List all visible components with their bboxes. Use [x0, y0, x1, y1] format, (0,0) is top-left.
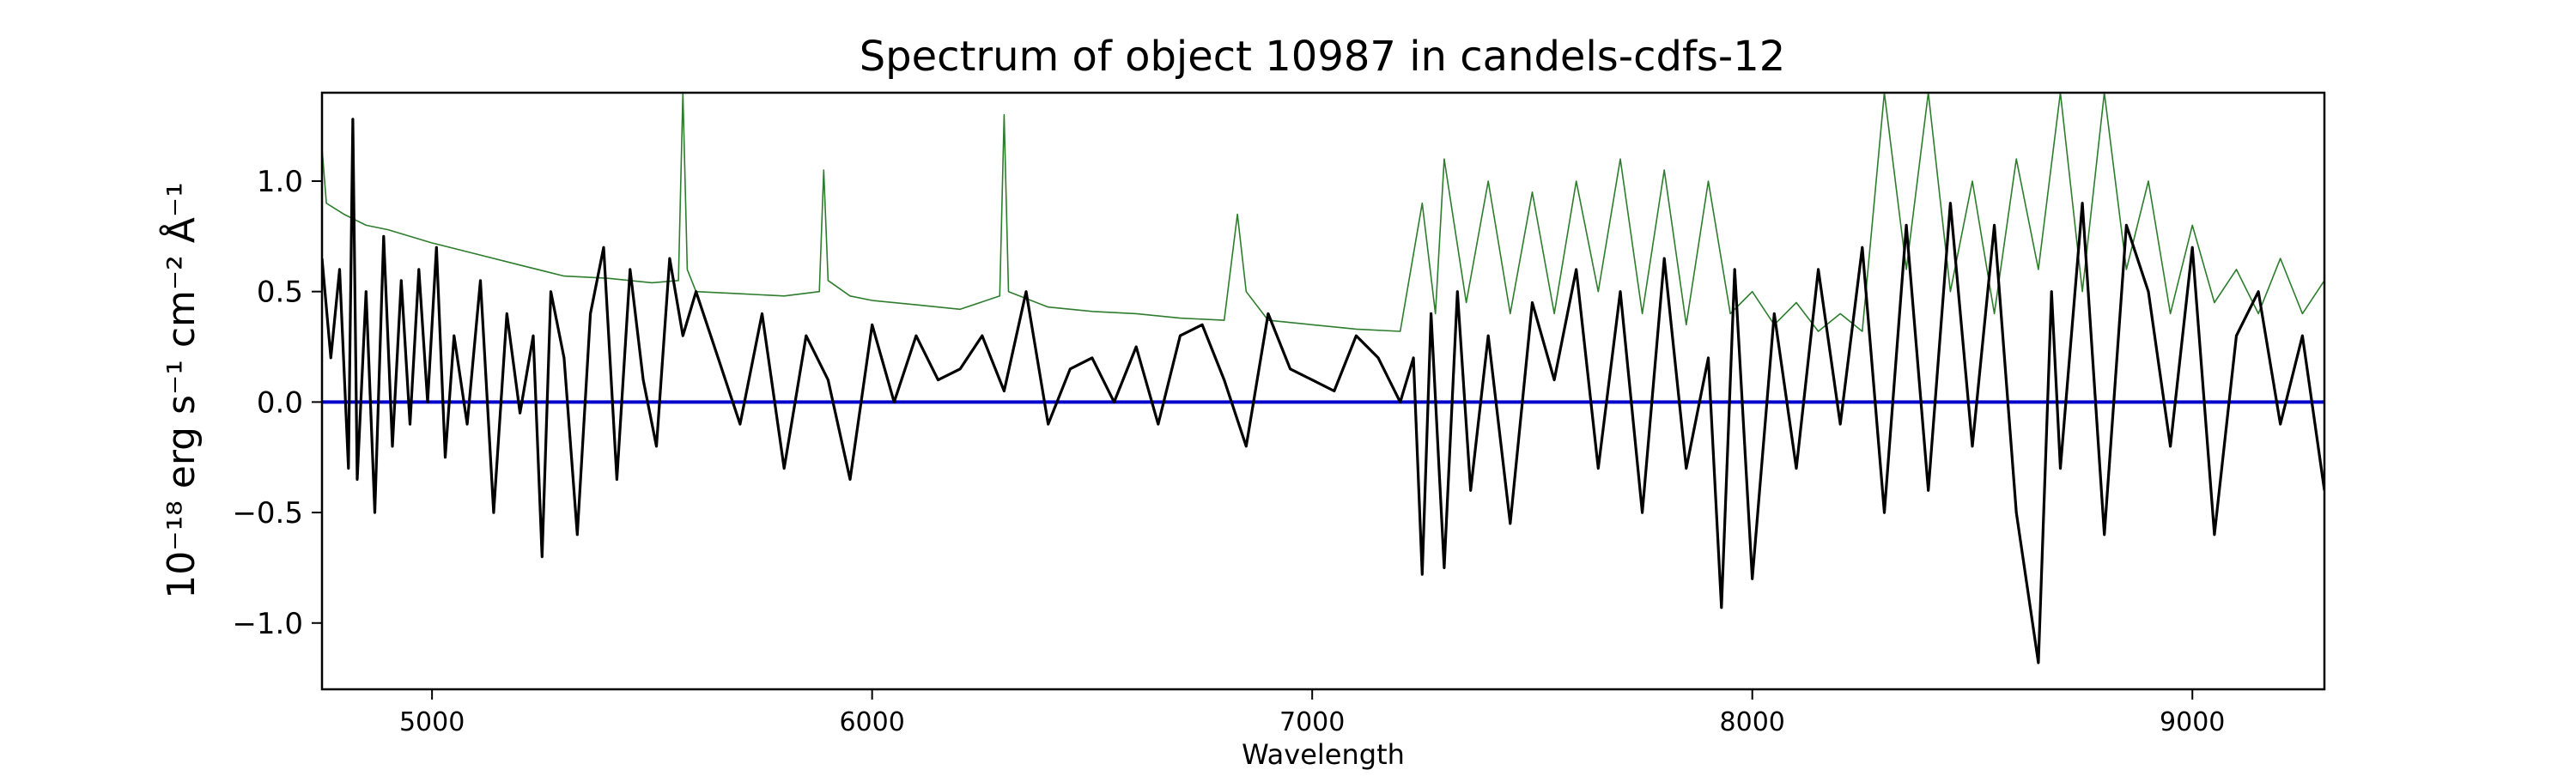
x-tick-label: 8000 — [1720, 707, 1785, 737]
plot-area — [320, 91, 2326, 691]
y-axis-label: 10⁻¹⁸ erg s⁻¹ cm⁻² Å⁻¹ — [158, 182, 204, 598]
y-tick-label: 0.0 — [257, 385, 303, 420]
y-tick-label: 1.0 — [257, 165, 303, 199]
plot-frame — [320, 91, 2326, 691]
chart-title: Spectrum of object 10987 in candels-cdfs… — [860, 33, 1786, 81]
error-series-line — [322, 93, 2324, 332]
x-tick-label: 6000 — [839, 707, 904, 737]
y-tick-label: −0.5 — [232, 496, 303, 530]
flux-series-line — [322, 118, 2324, 664]
y-tick-label: −1.0 — [232, 607, 303, 641]
x-tick-label: 5000 — [399, 707, 465, 737]
y-axis-ticks: −1.0 −0.5 0.0 0.5 1.0 — [232, 165, 322, 641]
x-axis-ticks: 5000 6000 7000 8000 9000 — [399, 689, 2225, 737]
series-group — [322, 93, 2324, 664]
x-axis-label: Wavelength — [1242, 738, 1405, 771]
x-tick-label: 9000 — [2160, 707, 2225, 737]
y-tick-label: 0.5 — [257, 276, 303, 310]
x-tick-label: 7000 — [1279, 707, 1345, 737]
